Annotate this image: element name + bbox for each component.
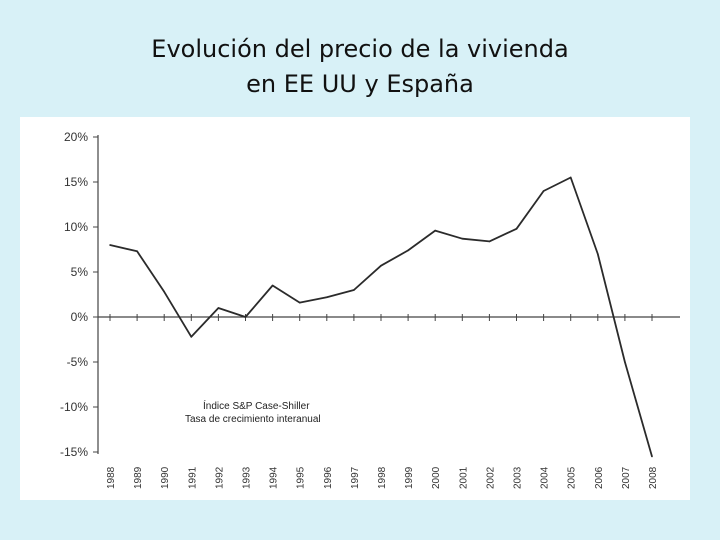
x-ticks: 1988 1989 1990 1991 1992 1993 1994 1995 1996 1997… [106,314,659,489]
x-tick-label: 2000 [431,466,442,489]
x-tick-label: 2006 [594,466,605,489]
data-point [353,289,355,291]
x-tick-label: 2005 [567,466,578,489]
data-point [597,253,599,255]
data-point [326,296,328,298]
slide-title: Evolución del precio de la vivienda en E… [0,32,720,102]
x-tick-label: 1999 [404,466,415,489]
x-tick-label: 2001 [458,466,469,489]
slide-title-line1: Evolución del precio de la vivienda [151,35,569,63]
data-point [407,249,409,252]
y-tick-label: 5% [71,265,89,279]
data-point [434,229,437,232]
x-tick-label: 2007 [621,466,632,489]
x-tick-label: 1989 [133,466,144,489]
y-tick-label: -15% [60,445,88,459]
data-point [109,244,111,246]
x-tick-label: 1995 [296,466,307,489]
data-point [651,455,653,458]
data-point [271,284,274,287]
x-tick-label: 2008 [648,466,659,489]
x-tick-label: 1992 [214,466,225,489]
y-ticks: 20% 15% 10% 5% 0% -5% -10% -15% [60,130,98,459]
chart-panel: 20% 15% 10% 5% 0% -5% -10% -15% 1988 1989 1990 199… [20,117,690,500]
data-point [569,176,572,179]
x-tick-label: 1997 [350,466,361,489]
y-tick-label: 10% [64,220,88,234]
data-point [488,240,491,243]
x-tick-label: 1994 [269,466,280,489]
data-point [461,237,464,240]
y-tick-label: 0% [71,310,89,324]
x-tick-label: 1990 [160,466,171,489]
data-point [298,301,301,304]
x-tick-label: 2003 [513,466,524,489]
x-tick-label: 2004 [540,466,551,489]
y-tick-label: -5% [67,355,89,369]
data-point [136,250,138,253]
x-tick-label: 1998 [377,466,388,489]
y-tick-label: 15% [64,175,88,189]
data-point [163,291,165,293]
x-tick-label: 2002 [485,466,496,489]
data-point [515,228,518,230]
annotation-growth-rate: Tasa de crecimiento interanual [185,414,321,425]
slide-title-line2: en EE UU y España [246,70,474,98]
data-point [624,361,626,363]
y-tick-label: -10% [60,400,88,414]
x-tick-label: 1991 [187,466,198,489]
y-tick-label: 20% [64,130,88,144]
x-tick-label: 1993 [242,466,253,489]
data-point [190,336,193,338]
line-chart: 20% 15% 10% 5% 0% -5% -10% -15% 1988 1989 1990 199… [60,130,680,489]
data-point [542,190,545,192]
x-tick-label: 1996 [323,466,334,489]
annotation-index-name: Índice S&P Case-Shiller [203,399,310,412]
data-point [217,307,220,309]
x-tick-label: 1988 [106,466,117,489]
data-point [244,316,247,318]
data-point [380,264,382,267]
